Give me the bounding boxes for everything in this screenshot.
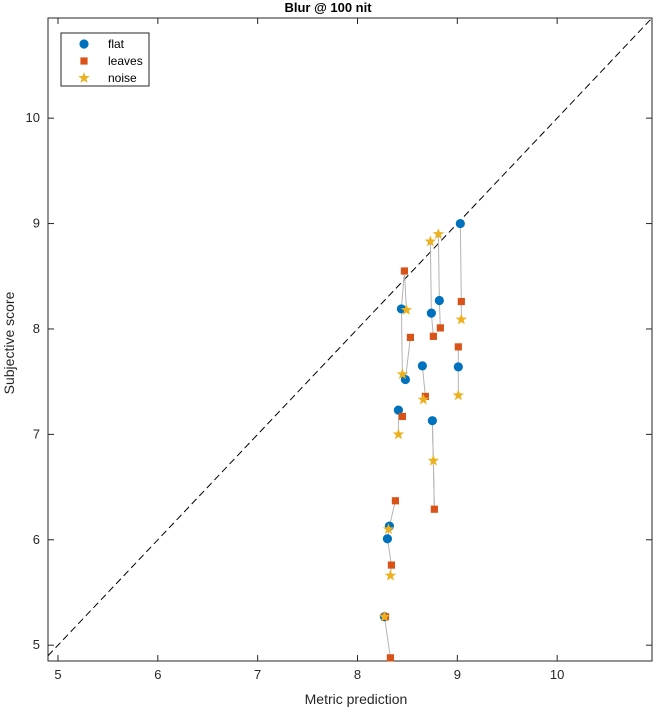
- plot-area: 5 6 7 8 9 10 5 6 7 8 9 10 flat leaves noise: [26, 17, 653, 682]
- flat-point: [382, 534, 393, 544]
- flat-point: [426, 308, 436, 318]
- leaves-point: [421, 392, 429, 401]
- x-tick-label: 5: [54, 667, 61, 682]
- leaves-point: [391, 497, 400, 505]
- chart-title: Blur @ 100 nit: [284, 0, 372, 15]
- connector-line: [437, 234, 440, 301]
- noise-point: [455, 313, 468, 325]
- flat-point: [417, 361, 427, 371]
- connector-line: [431, 420, 435, 510]
- connector-line: [403, 270, 407, 311]
- x-tick-label: 10: [550, 667, 564, 682]
- noise-point: [396, 368, 409, 380]
- y-axis-label: Subjective score: [1, 291, 17, 394]
- noise-point: [400, 303, 413, 315]
- noise-point: [427, 454, 440, 466]
- x-axis-label: Metric prediction: [305, 691, 408, 707]
- noise-point: [417, 393, 430, 405]
- y-tick-label: 7: [33, 426, 40, 441]
- legend-label-noise: noise: [108, 71, 137, 85]
- leaves-point: [398, 412, 407, 421]
- y-tick-label: 5: [33, 637, 40, 652]
- connector-line: [421, 365, 426, 397]
- leaves-point: [386, 654, 395, 662]
- legend-marker-flat: [79, 39, 89, 49]
- x-tick-label: 8: [354, 667, 361, 682]
- x-tick-label: 6: [154, 667, 161, 682]
- leaves-point: [430, 505, 438, 513]
- flat-point: [455, 218, 465, 229]
- identity-reference-line: [47, 17, 653, 657]
- noise-point: [378, 610, 391, 622]
- noise-point: [432, 228, 445, 239]
- noise-point: [384, 569, 397, 581]
- connector-line: [400, 308, 403, 375]
- legend-label-leaves: leaves: [108, 54, 143, 68]
- noise-point: [392, 428, 405, 440]
- legend-marker-noise: [78, 72, 90, 83]
- connector-line: [459, 223, 462, 302]
- legend-marker-leaves: [80, 57, 88, 65]
- connector-line: [383, 616, 391, 658]
- legend-box: [60, 32, 150, 87]
- legend: flat leaves noise: [60, 32, 150, 87]
- leaves-point: [436, 324, 444, 332]
- flat-point: [453, 362, 463, 372]
- noise-point: [382, 523, 395, 535]
- y-tick-label: 6: [33, 532, 40, 547]
- legend-label-flat: flat: [108, 37, 125, 51]
- y-tick-label: 8: [33, 321, 40, 336]
- leaves-point: [457, 297, 465, 306]
- flat-point: [427, 416, 437, 426]
- leaves-point: [406, 333, 414, 341]
- connector-line: [429, 241, 432, 314]
- x-tick-label: 9: [454, 667, 461, 682]
- connector-line: [400, 270, 405, 309]
- noise-point: [452, 389, 465, 401]
- y-tick-label: 10: [26, 110, 40, 125]
- leaves-point: [400, 267, 409, 275]
- flat-point: [393, 405, 404, 415]
- leaves-point: [387, 561, 396, 569]
- flat-point: [400, 374, 411, 385]
- flat-point: [396, 304, 407, 314]
- leaves-point: [454, 343, 462, 351]
- x-tick-label: 7: [254, 667, 261, 682]
- leaves-point: [429, 332, 437, 340]
- flat-point: [434, 295, 444, 306]
- plot-frame: [47, 17, 653, 662]
- noise-point: [424, 235, 437, 247]
- y-tick-label: 9: [33, 216, 40, 231]
